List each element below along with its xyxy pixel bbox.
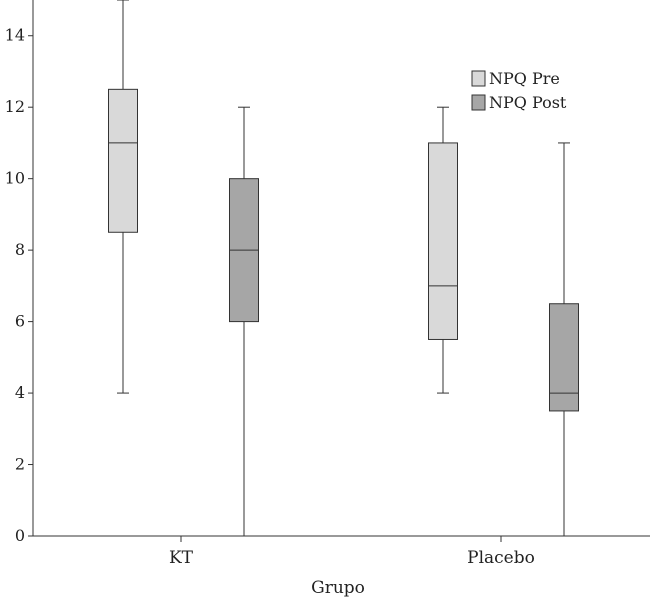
y-tick-label: 8 — [15, 240, 25, 259]
legend-label: NPQ Pre — [489, 69, 560, 88]
x-axis-title: Grupo — [311, 578, 365, 598]
legend-swatch — [471, 70, 486, 87]
iqr-box — [428, 142, 458, 340]
box-npq-post-placebo — [549, 142, 579, 537]
box-npq-pre-placebo — [428, 106, 458, 394]
box-npq-post-kt — [229, 106, 259, 537]
y-tick-label: 10 — [5, 169, 25, 188]
x-tick-label: Placebo — [467, 548, 535, 568]
legend-swatch — [471, 94, 486, 111]
y-tick-label: 2 — [15, 455, 25, 474]
x-axis: KT Placebo — [33, 535, 650, 568]
y-tick-label: 4 — [15, 383, 25, 402]
x-tick-label: KT — [169, 548, 194, 568]
y-tick-label: 0 — [15, 526, 25, 545]
iqr-box — [108, 88, 138, 233]
box-npq-pre-kt — [108, 0, 138, 394]
legend: NPQ Pre NPQ Post — [471, 69, 567, 112]
y-tick-label: 6 — [15, 312, 25, 331]
y-tick-label: 14 — [5, 26, 25, 45]
iqr-box — [549, 303, 579, 412]
legend-label: NPQ Post — [489, 93, 567, 112]
y-axis: 0 2 4 6 8 10 12 14 — [5, 0, 34, 545]
boxes — [108, 0, 579, 537]
y-tick-label: 12 — [5, 97, 25, 116]
